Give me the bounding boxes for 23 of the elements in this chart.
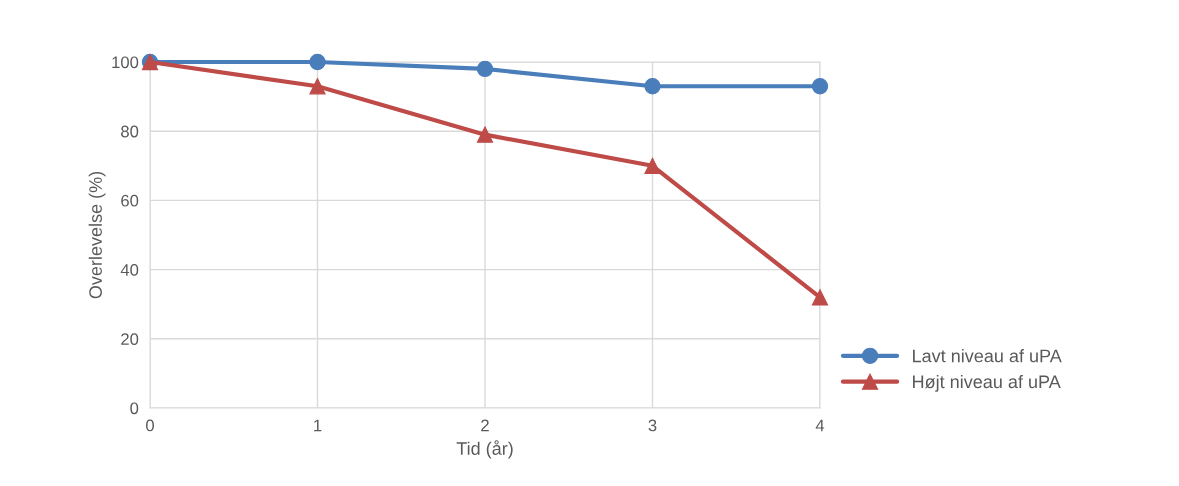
point	[309, 78, 326, 95]
point	[811, 289, 829, 306]
x-tick-label: 2	[481, 419, 489, 432]
point	[811, 78, 829, 95]
point	[644, 78, 661, 95]
point	[309, 53, 326, 71]
y-tick-label: 20	[121, 333, 139, 345]
y-tick-label: 80	[121, 125, 139, 138]
point	[644, 157, 661, 174]
point	[476, 126, 494, 143]
x-tick-label: 3	[648, 419, 657, 432]
y-tick-label: 60	[121, 194, 139, 207]
x-axis-title: Tid (år)	[456, 440, 513, 459]
y-tick-label: 40	[120, 264, 139, 276]
y-tick-label: 0	[130, 402, 139, 415]
y-tick-label: 100	[112, 56, 139, 69]
legend-label: Lavt niveau af uPA	[913, 349, 1062, 363]
legend-label: Højt niveau af uPA	[913, 374, 1061, 392]
y-axis-title: Overlevelse (%)	[88, 171, 106, 299]
x-tick-label: 1	[314, 419, 322, 432]
point	[476, 60, 494, 78]
x-tick-label: 4	[815, 419, 825, 432]
x-tick-label: 0	[146, 419, 154, 432]
